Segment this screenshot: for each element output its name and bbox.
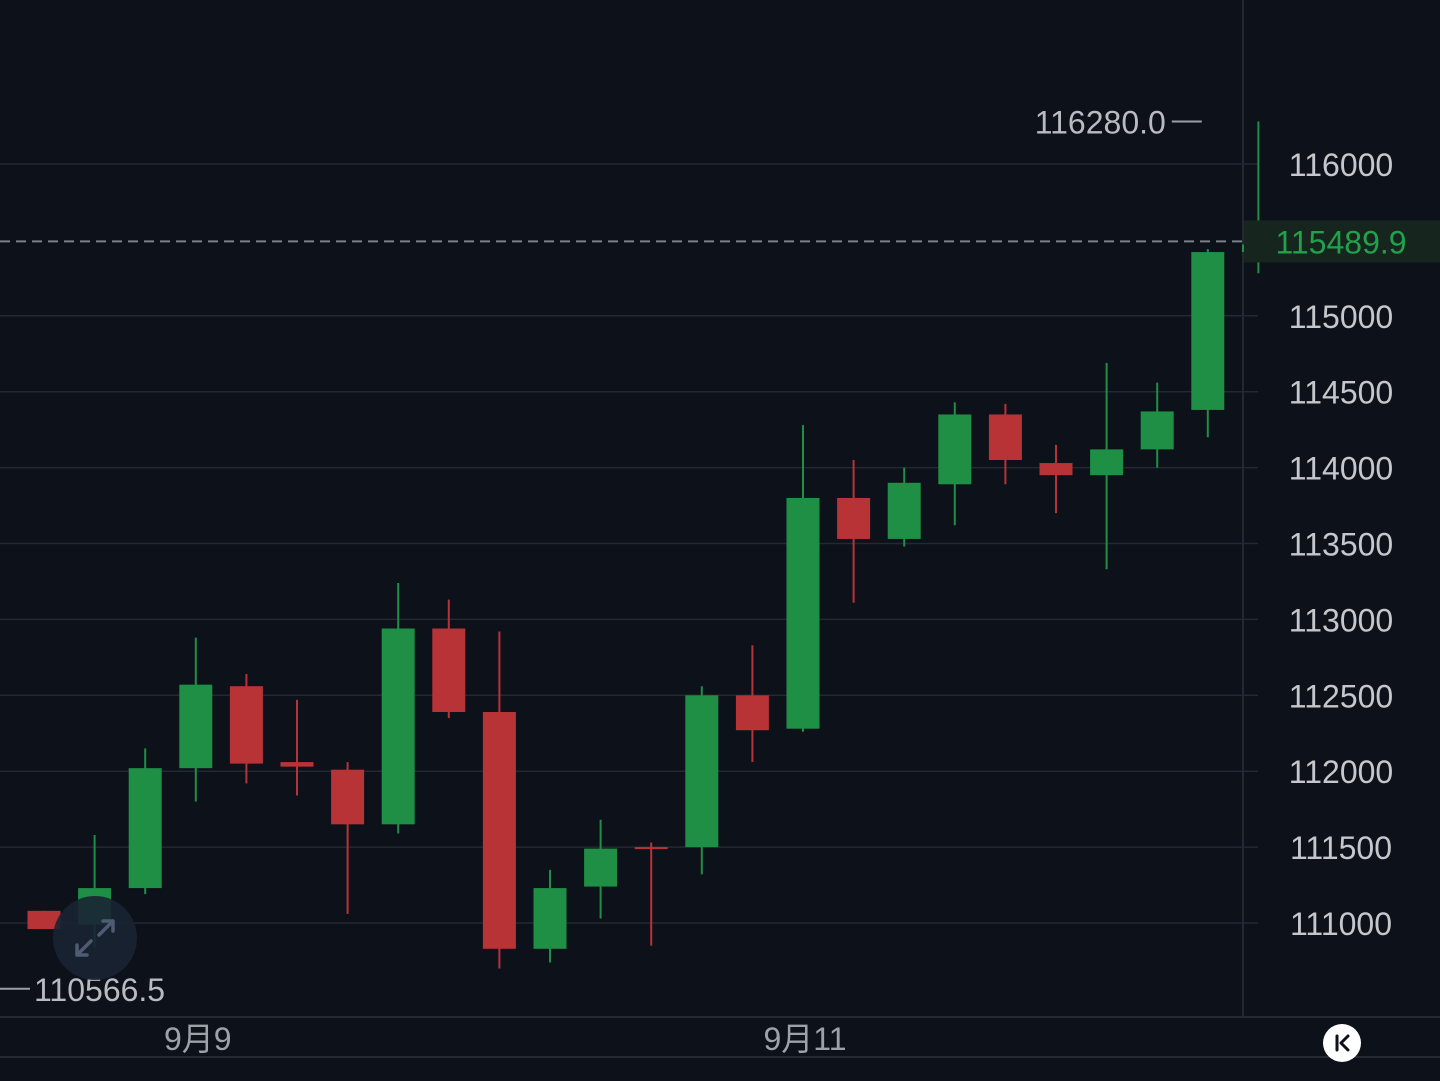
y-tick-label-2: 114500 (1289, 375, 1393, 411)
candle-16[interactable] (837, 460, 871, 603)
candle-body (887, 482, 921, 539)
axis-lines (0, 0, 1440, 1058)
candle-4[interactable] (229, 674, 263, 784)
candle-11[interactable] (584, 819, 618, 919)
y-tick-label-8: 111500 (1290, 830, 1392, 866)
candle-body (331, 769, 365, 825)
candle-23[interactable] (1191, 249, 1225, 438)
candle-8[interactable] (432, 599, 466, 719)
y-tick-label-3: 114000 (1289, 451, 1393, 487)
candle-body (27, 910, 61, 930)
y-tick-label-4: 113500 (1289, 527, 1393, 563)
candle-9[interactable] (482, 631, 516, 969)
candle-body (685, 695, 719, 848)
y-tick-label-1: 115000 (1289, 299, 1393, 335)
candle-body (482, 711, 516, 949)
candle-body (128, 768, 162, 889)
x-tick-label-0: 9月9 (164, 1021, 232, 1057)
candle-body (1090, 449, 1124, 476)
current-price-box (1244, 220, 1440, 263)
y-tick-label-7: 112000 (1289, 754, 1393, 790)
candle-0[interactable] (27, 910, 61, 930)
x-axis-ticks: 9月9 9月11 (164, 1021, 847, 1057)
candle-21[interactable] (1090, 362, 1124, 570)
y-axis-ticks: 116000 115000 114500 114000 113500 113000 1125… (1289, 147, 1393, 942)
jump-to-latest-icon (1335, 1034, 1350, 1052)
candle-body (179, 684, 213, 769)
expand-button[interactable] (53, 896, 137, 980)
candle-body (533, 888, 567, 949)
candle-body (584, 848, 618, 887)
jump-to-latest-button[interactable] (1323, 1024, 1361, 1062)
candle-body (1191, 252, 1225, 410)
candle-15[interactable] (786, 425, 820, 732)
candle-body (432, 628, 466, 712)
candle-body (634, 847, 668, 850)
candle-20[interactable] (1039, 444, 1073, 514)
y-tick-label-0: 116000 (1289, 147, 1393, 183)
current-price-label: 115489.9 (1275, 224, 1406, 260)
candle-5[interactable] (280, 699, 314, 796)
expand-arrows-icon (75, 919, 115, 957)
candle-body (381, 628, 415, 825)
candle-body (735, 695, 769, 731)
y-tick-label-5: 113000 (1289, 602, 1393, 638)
y-tick-label-6: 112500 (1289, 678, 1393, 714)
candle-body (1140, 411, 1174, 450)
candle-19[interactable] (988, 403, 1022, 485)
candle-6[interactable] (331, 762, 365, 914)
candle-body (837, 497, 871, 539)
candle-body (988, 414, 1022, 461)
x-tick-label-1: 9月11 (763, 1021, 846, 1057)
candle-body (786, 497, 820, 729)
candle-10[interactable] (533, 869, 567, 963)
candle-body (938, 414, 972, 485)
high-price-label: 116280.0 (1035, 104, 1166, 140)
candle-17[interactable] (887, 467, 921, 547)
candle-14[interactable] (735, 645, 769, 763)
candle-3[interactable] (179, 637, 213, 802)
candle-body (1039, 463, 1073, 476)
candle-7[interactable] (381, 582, 415, 834)
candle-12[interactable] (634, 842, 668, 946)
candle-13[interactable] (685, 686, 719, 875)
candle-18[interactable] (938, 402, 972, 526)
grid-lines (0, 163, 1258, 924)
candles (27, 121, 1275, 969)
candle-22[interactable] (1140, 382, 1174, 468)
y-tick-label-9: 111000 (1290, 906, 1392, 942)
candle-body (229, 686, 263, 764)
candle-2[interactable] (128, 748, 162, 895)
candle-body (280, 762, 314, 767)
